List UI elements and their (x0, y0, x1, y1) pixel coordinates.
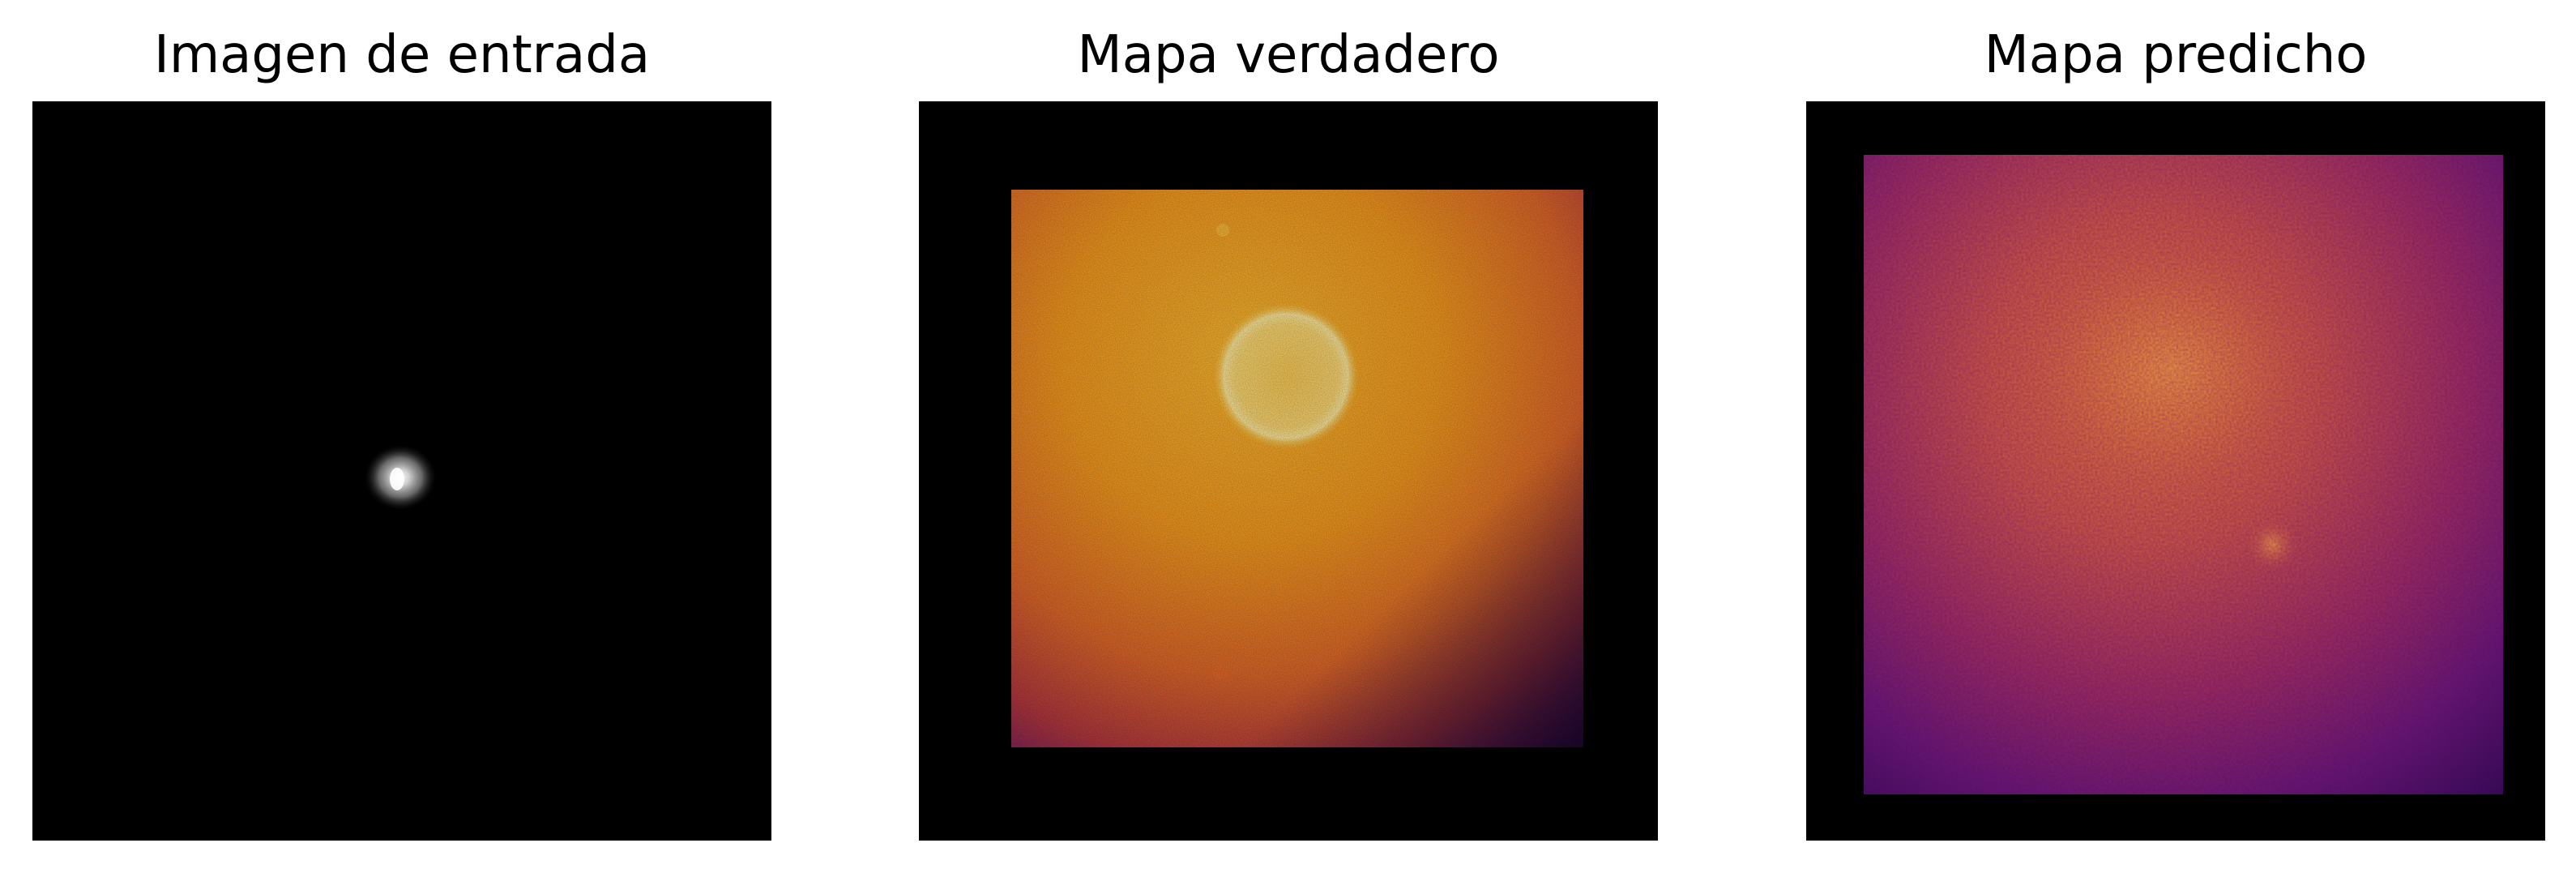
ground-truth-canvas (919, 101, 1658, 841)
panel-title-prediction: Mapa predicho (1984, 25, 2368, 85)
ground-truth-map (919, 101, 1658, 841)
predicted-canvas (1806, 101, 2545, 841)
input-image (32, 101, 771, 841)
panel-title-ground-truth: Mapa verdadero (1077, 25, 1500, 85)
input-image-canvas (32, 101, 771, 841)
predicted-map (1806, 101, 2545, 841)
panel-title-input: Imagen de entrada (153, 25, 651, 85)
